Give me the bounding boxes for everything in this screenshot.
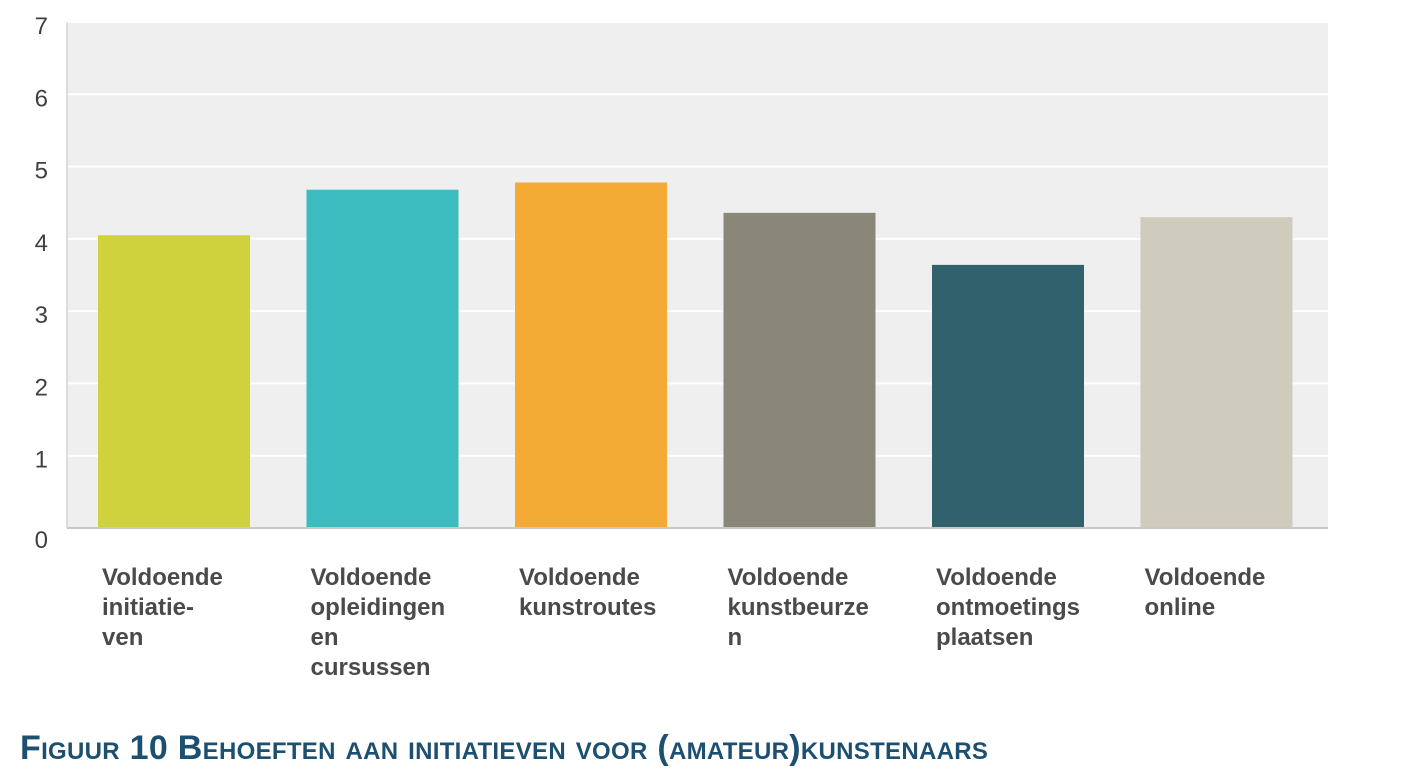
y-tick-label: 3 [35, 302, 48, 329]
x-category-label: Voldoende online [1145, 564, 1266, 621]
bar [723, 212, 876, 528]
bar [1140, 217, 1293, 528]
x-category-label: Voldoende kunstbeurze n [728, 564, 869, 651]
y-axis-ticks: 0 1 2 3 4 5 6 7 [35, 13, 48, 554]
y-tick-label: 0 [35, 527, 48, 554]
y-tick-label: 1 [35, 447, 48, 474]
gridlines [67, 21, 1328, 457]
bar [306, 189, 459, 528]
x-axis-labels: Voldoende initiatie-ven Voldoende opleiding… [102, 564, 1265, 681]
x-category-label: Voldoende opleidingen en cursussen [311, 564, 446, 681]
bars [98, 182, 1293, 528]
bar [932, 264, 1084, 528]
bar [98, 235, 250, 528]
plot-background [67, 22, 1328, 528]
x-category-label: Voldoende initiatie-ven [102, 564, 223, 651]
y-tick-label: 2 [35, 374, 48, 401]
x-category-label: Voldoende ontmoetings plaatsen [936, 564, 1080, 651]
y-tick-label: 6 [35, 85, 48, 112]
figure-caption: Figuur 10 Behoeften aan initiatieven voo… [20, 729, 989, 767]
y-tick-label: 7 [35, 13, 48, 40]
y-tick-label: 5 [35, 158, 48, 185]
x-category-label: Voldoende kunstroutes [519, 564, 656, 621]
bar [515, 182, 667, 528]
y-tick-label: 4 [35, 230, 48, 257]
